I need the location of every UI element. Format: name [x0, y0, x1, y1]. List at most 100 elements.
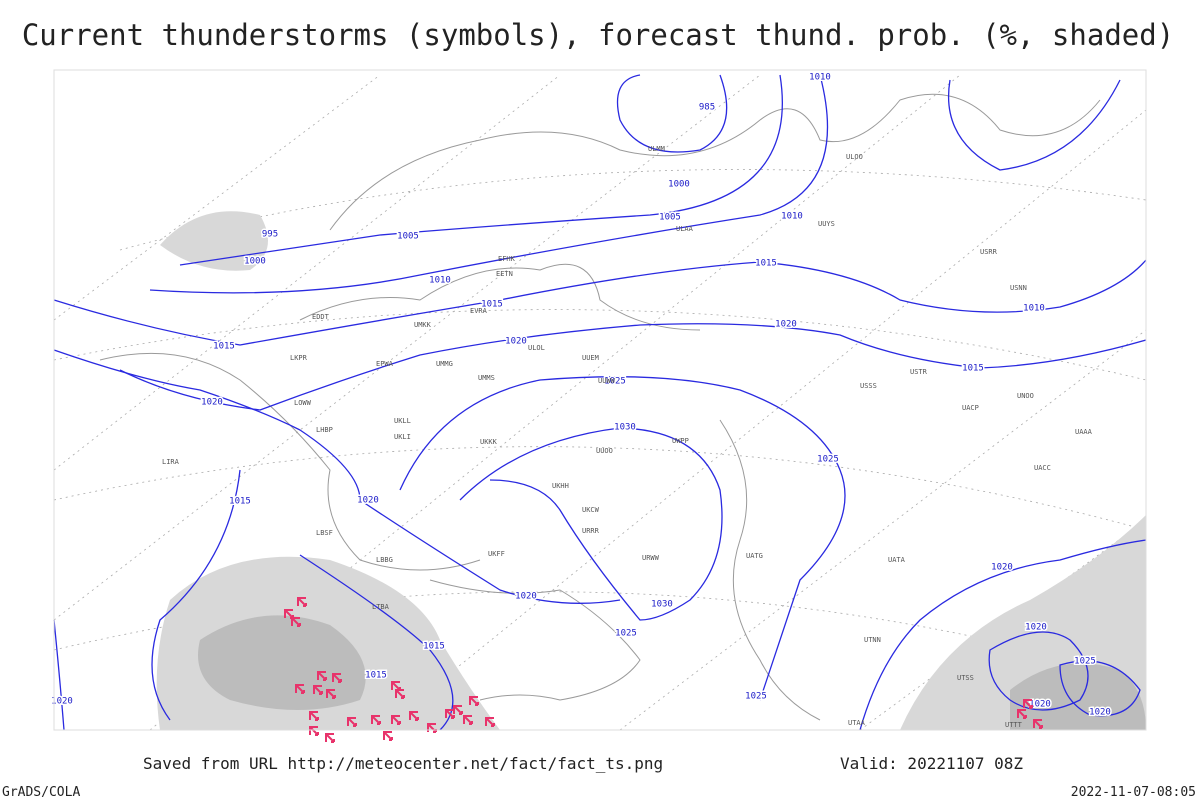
storm-symbol: [347, 717, 357, 727]
storm-symbol: [391, 715, 401, 725]
station-label: EPWA: [376, 360, 394, 368]
station-label: UUYS: [818, 220, 835, 228]
isobar-label: 1000: [244, 257, 266, 267]
station-label: UWPP: [672, 437, 689, 445]
station-label: USRR: [980, 248, 998, 256]
isobar-label: 1025: [817, 455, 839, 465]
station-label: LTBA: [372, 603, 390, 611]
station-label: UMKK: [414, 321, 432, 329]
station-label: EVRA: [470, 307, 488, 315]
station-label: UATG: [746, 552, 763, 560]
storm-symbol: [485, 717, 495, 727]
isobar-label: 1020: [1025, 623, 1047, 633]
isobar-label: 1015: [229, 497, 251, 507]
software-credit: GrADS/COLA: [2, 785, 80, 800]
storm-symbol: [297, 597, 307, 607]
station-label: LOWW: [294, 399, 312, 407]
station-label: UTAA: [848, 719, 866, 727]
station-label: UAAA: [1075, 428, 1093, 436]
station-label: LKPR: [290, 354, 308, 362]
station-label: UKLI: [394, 433, 411, 441]
storm-symbol: [395, 689, 405, 699]
isobar-label: 1020: [505, 337, 527, 347]
station-label: UTSS: [957, 674, 974, 682]
storm-symbol: [445, 709, 455, 719]
station-label: UTTT: [1005, 721, 1023, 729]
isobar-label: 995: [262, 230, 278, 240]
station-label: URWW: [642, 554, 660, 562]
isobar-label: 1020: [357, 496, 379, 506]
station-label: ULAA: [676, 225, 694, 233]
station-label: UNOO: [1017, 392, 1034, 400]
isobar-label: 1030: [651, 600, 673, 610]
isobar-label: 1020: [775, 320, 797, 330]
station-label: USSS: [860, 382, 877, 390]
storm-symbol: [332, 673, 342, 683]
storm-symbol: [295, 684, 305, 694]
station-label: EDDT: [312, 313, 330, 321]
title: Current thunderstorms (symbols), forecas…: [22, 18, 1174, 52]
isobar-label: 1020: [201, 398, 223, 408]
isobar-label: 1010: [809, 73, 831, 83]
isobar-label: 1025: [615, 629, 637, 639]
storm-symbol: [371, 715, 381, 725]
station-label: UATA: [888, 556, 906, 564]
isobar-label: 1020: [991, 563, 1013, 573]
station-label: UUOO: [596, 447, 613, 455]
storm-symbol: [469, 696, 479, 706]
timestamp: 2022-11-07-08:05: [1071, 785, 1196, 800]
station-label: USNN: [1010, 284, 1027, 292]
isobar-label: 1015: [755, 259, 777, 269]
isobar-label: 1020: [51, 697, 73, 707]
valid-time: Valid: 20221107 08Z: [840, 754, 1023, 773]
isobar-label: 1005: [397, 232, 419, 242]
station-label: UUEM: [582, 354, 599, 362]
storm-symbol: [427, 723, 437, 733]
graticule: [53, 74, 1147, 731]
station-labels: ULMM ULOO ULAA UUYS EFHK EETN EVRA EDDT UMKK ULOL…: [162, 145, 1093, 729]
station-label: UACP: [962, 404, 979, 412]
storm-symbol: [325, 733, 335, 743]
station-label: EFHK: [498, 255, 516, 263]
thunderstorm-symbols: [284, 597, 1043, 743]
isobar-label: 1015: [365, 671, 387, 681]
storm-symbol: [317, 671, 327, 681]
isobar-label: 1015: [213, 342, 235, 352]
station-label: EETN: [496, 270, 513, 278]
station-label: LBBG: [376, 556, 393, 564]
isobar-label: 1015: [962, 364, 984, 374]
station-label: UKCW: [582, 506, 600, 514]
storm-symbol: [291, 617, 301, 627]
station-label: UMMG: [436, 360, 453, 368]
station-label: LHBP: [316, 426, 333, 434]
storm-symbol: [309, 711, 319, 721]
isobar-label: 985: [699, 103, 715, 113]
isobar-label: 1020: [1029, 700, 1051, 710]
isobar-labels: 1010 985 1000 1005 1010 995 1005 1000 1010 1015 10…: [50, 71, 1113, 719]
station-label: UTNN: [864, 636, 881, 644]
isobar-label: 1015: [423, 642, 445, 652]
isobar-label: 1010: [429, 276, 451, 286]
station-label: UMMS: [478, 374, 495, 382]
coastlines: [99, 93, 1101, 721]
map-frame: [53, 69, 1147, 731]
storm-symbol: [463, 715, 473, 725]
station-label: UACC: [1034, 464, 1051, 472]
storm-symbol: [409, 711, 419, 721]
station-label: UKLL: [394, 417, 411, 425]
isobar-label: 1020: [515, 592, 537, 602]
storm-symbol: [313, 685, 323, 695]
isobars: [53, 74, 1147, 731]
isobar-label: 1025: [1074, 657, 1096, 667]
isobar-label: 1015: [481, 300, 503, 310]
station-label: LIRA: [162, 458, 180, 466]
storm-symbol: [1033, 719, 1043, 729]
station-label: ULOL: [528, 344, 545, 352]
isobar-label: 1010: [1023, 304, 1045, 314]
storm-symbol: [1023, 699, 1033, 709]
station-label: ULOO: [846, 153, 863, 161]
station-label: UUWW: [598, 377, 616, 385]
station-label: URRR: [582, 527, 600, 535]
isobar-label: 1020: [1089, 708, 1111, 718]
isobar-label: 1025: [604, 377, 626, 387]
